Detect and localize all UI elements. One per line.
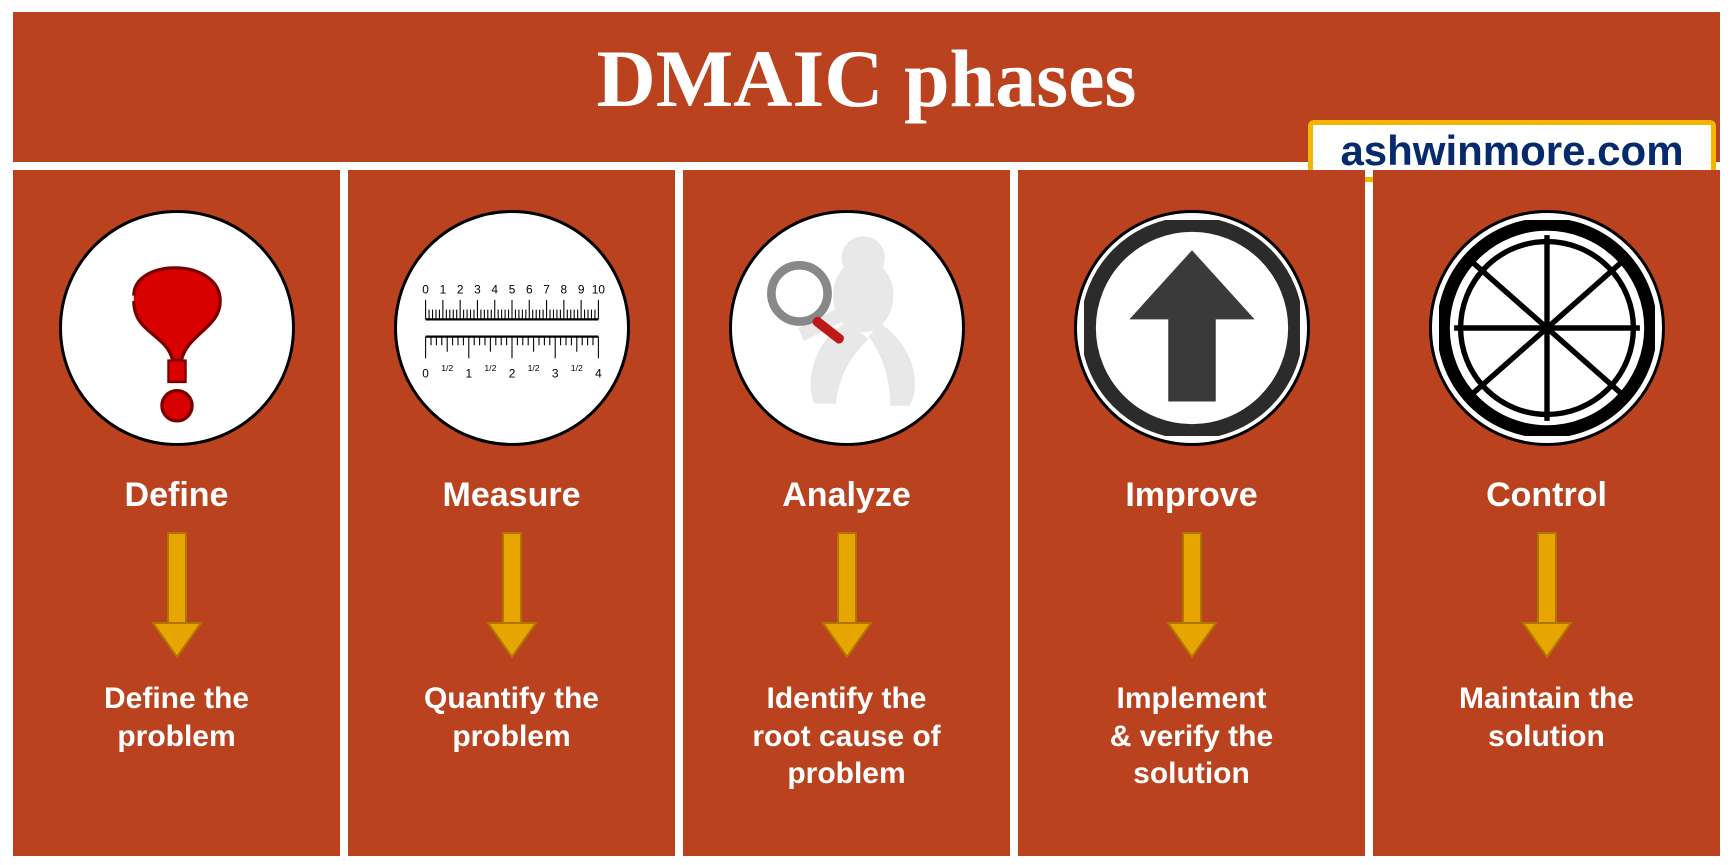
svg-text:1: 1 (465, 367, 472, 381)
svg-text:0: 0 (422, 282, 429, 296)
svg-text:7: 7 (543, 282, 550, 296)
svg-text:0: 0 (422, 367, 429, 381)
phase-card-control: Control Maintain the solution (1373, 170, 1720, 856)
svg-text:1/2: 1/2 (527, 363, 539, 373)
ruler-icon: 012345678910 012341/21/21/21/2 (394, 210, 630, 446)
infographic-canvas: { "layout": { "canvas": {"width":1733,"h… (0, 0, 1733, 865)
svg-text:3: 3 (474, 282, 481, 296)
question-icon (59, 210, 295, 446)
phase-title: Measure (348, 476, 675, 515)
phase-title: Define (13, 476, 340, 515)
phase-card-define: Define Define the problem (13, 170, 340, 856)
wheel-icon (1429, 210, 1665, 446)
svg-text:2: 2 (508, 367, 515, 381)
svg-text:1/2: 1/2 (484, 363, 496, 373)
svg-text:10: 10 (591, 282, 605, 296)
phase-description: Quantify the problem (348, 680, 675, 755)
phase-card-measure: 012345678910 012341/21/21/21/2 Measure Q… (348, 170, 675, 856)
down-arrow-icon (1373, 530, 1720, 660)
phase-description: Maintain the solution (1373, 680, 1720, 755)
phase-description: Define the problem (13, 680, 340, 755)
uparrow-icon (1074, 210, 1310, 446)
down-arrow-icon (1018, 530, 1365, 660)
svg-text:4: 4 (595, 367, 602, 381)
svg-text:5: 5 (508, 282, 515, 296)
down-arrow-icon (348, 530, 675, 660)
page-title: DMAIC phases (13, 12, 1720, 126)
down-arrow-icon (683, 530, 1010, 660)
phase-card-analyze: Analyze Identify the root cause of probl… (683, 170, 1010, 856)
svg-text:8: 8 (560, 282, 567, 296)
svg-text:1/2: 1/2 (570, 363, 582, 373)
magnify-icon (729, 210, 965, 446)
svg-text:1: 1 (439, 282, 446, 296)
phase-description: Implement & verify the solution (1018, 680, 1365, 793)
down-arrow-icon (13, 530, 340, 660)
svg-text:6: 6 (525, 282, 532, 296)
svg-text:3: 3 (551, 367, 558, 381)
phase-description: Identify the root cause of problem (683, 680, 1010, 793)
svg-text:9: 9 (577, 282, 584, 296)
phase-title: Analyze (683, 476, 1010, 515)
phase-title: Improve (1018, 476, 1365, 515)
svg-text:2: 2 (456, 282, 463, 296)
phase-title: Control (1373, 476, 1720, 515)
svg-text:1/2: 1/2 (441, 363, 453, 373)
svg-text:4: 4 (491, 282, 498, 296)
phase-card-improve: Improve Implement & verify the solution (1018, 170, 1365, 856)
